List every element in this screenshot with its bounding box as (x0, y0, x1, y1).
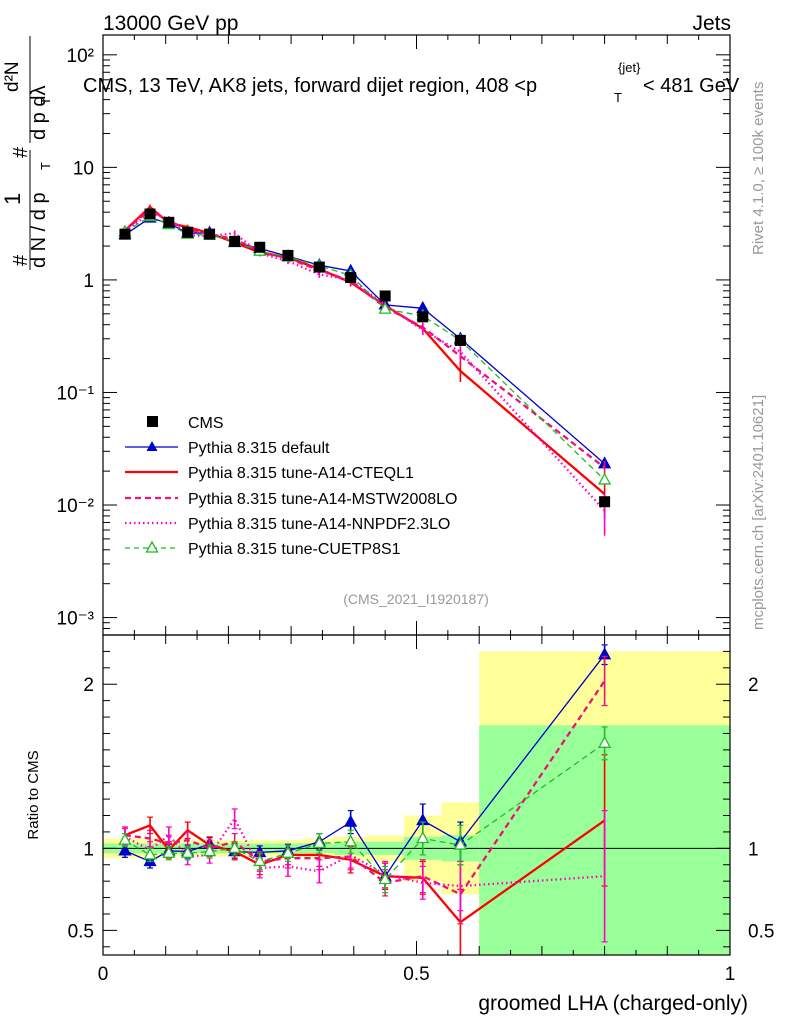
series-marker (181, 845, 195, 858)
cms-data-point (599, 496, 611, 508)
legend-label-mstw: Pythia 8.315 tune-A14-MSTW2008LO (188, 491, 457, 508)
ratio-tick-label: 2 (83, 675, 94, 696)
x-tick-label: 0 (98, 964, 109, 985)
y-tick-label: 10⁻³ (57, 609, 95, 630)
y-label-one: 1 (0, 193, 25, 205)
rivet-version-label: Rivet 4.1.0, ≥ 100k events (750, 82, 767, 255)
series-marker (312, 836, 326, 849)
series-marker (253, 854, 267, 867)
y-label-t: T (38, 162, 53, 170)
cms-data-point (229, 235, 241, 247)
cms-data-point (144, 208, 156, 220)
header-process: 13000 GeV pp (103, 12, 238, 35)
cms-data-point (282, 249, 294, 261)
y-label-dpt-dlambda: d p dλ (28, 86, 50, 140)
ratio-tick-label: 2 (748, 675, 759, 696)
cms-uncertainty-bands (103, 651, 730, 955)
series-marker (598, 472, 612, 485)
y-label-hash2: # (10, 146, 32, 158)
cms-data-point (417, 311, 429, 323)
series-marker (228, 840, 242, 853)
legend-label-nnpdf: Pythia 8.315 tune-A14-NNPDF2.3LO (188, 516, 450, 533)
y-tick-label: 10² (67, 46, 94, 67)
cms-data-point (454, 334, 466, 346)
title-sup: {jet} (618, 60, 641, 75)
cms-data-point (379, 290, 391, 302)
legend-label-default: Pythia 8.315 default (188, 440, 330, 457)
analysis-tag: (CMS_2021_I1920187) (343, 591, 489, 607)
y-tick-label: 10 (73, 158, 94, 179)
cms-data-point (345, 272, 357, 284)
x-tick-label: 0.5 (403, 964, 429, 985)
ratio-panel-series (118, 644, 612, 956)
plot-title: CMS, 13 TeV, AK8 jets, forward dijet reg… (83, 60, 740, 105)
y-label-dn: d N / d p (28, 192, 50, 268)
x-tick-label: 1 (725, 964, 736, 985)
series-marker (344, 814, 358, 827)
y-tick-label: 10⁻¹ (57, 383, 95, 404)
series-line-ratio (124, 680, 606, 896)
y-tick-label: 10⁻² (57, 496, 95, 517)
cms-data-point (119, 228, 131, 240)
legend-marker-cuetp8s1 (145, 540, 159, 553)
ratio-tick-label: 1 (83, 839, 94, 860)
axes-ticks (102, 35, 731, 955)
ratio-tick-label: 0.5 (68, 921, 94, 942)
cms-data-point (182, 226, 194, 238)
top-y-tick-labels: 10⁻³ 10⁻² 10⁻¹ 1 10 10² (57, 46, 95, 630)
series-marker (598, 735, 612, 748)
mcplots-label: mcplots.cern.ch [arXiv:2401.10621] (750, 395, 767, 630)
series-marker (143, 847, 157, 860)
cms-data-point (163, 216, 175, 228)
title-end: < 481 GeV (643, 75, 740, 97)
ratio-y-tick-labels: 0.5 1 2 0.5 1 2 (68, 675, 775, 942)
series-marker (378, 872, 392, 885)
header-observable: Jets (692, 12, 731, 35)
legend-label-cteql1: Pythia 8.315 tune-A14-CTEQL1 (188, 465, 414, 482)
legend-marker-cms (147, 416, 158, 427)
series-line-top (124, 208, 606, 469)
cms-data-point (254, 241, 266, 253)
ratio-tick-label: 0.5 (748, 921, 774, 942)
top-y-axis-label: # 1 d N / d p T # d²N d p dλ T (0, 36, 53, 270)
legend-label-cuetp8s1: Pythia 8.315 tune-CUETP8S1 (188, 541, 401, 558)
series-marker (453, 837, 467, 850)
ratio-tick-label: 1 (748, 839, 759, 860)
legend-label-cms: CMS (188, 415, 224, 432)
cms-data-point (204, 228, 216, 240)
legend: CMS Pythia 8.315 default Pythia 8.315 tu… (125, 415, 457, 558)
x-tick-labels: 0 0.5 1 (98, 964, 736, 985)
top-panel-series (118, 204, 612, 536)
ratio-y-axis-label: Ratio to CMS (25, 750, 42, 839)
series-marker (281, 845, 295, 858)
x-axis-label: groomed LHA (charged-only) (478, 992, 748, 1015)
y-tick-label: 1 (83, 271, 94, 292)
series-marker (344, 834, 358, 847)
legend-marker-default (146, 441, 158, 451)
series-marker (118, 843, 132, 856)
series-marker (118, 832, 132, 845)
series-marker (416, 831, 430, 844)
y-label-d2n: d²N (2, 61, 23, 92)
title-main: CMS, 13 TeV, AK8 jets, forward dijet reg… (83, 75, 537, 97)
y-label-hash: # (10, 254, 32, 266)
series-line-ratio (124, 816, 605, 888)
series-marker (378, 301, 392, 314)
cms-data-point (313, 261, 325, 273)
series-marker (202, 844, 217, 857)
title-sub: T (614, 90, 622, 105)
y-label-t2: T (38, 97, 53, 105)
series-marker (162, 845, 176, 858)
